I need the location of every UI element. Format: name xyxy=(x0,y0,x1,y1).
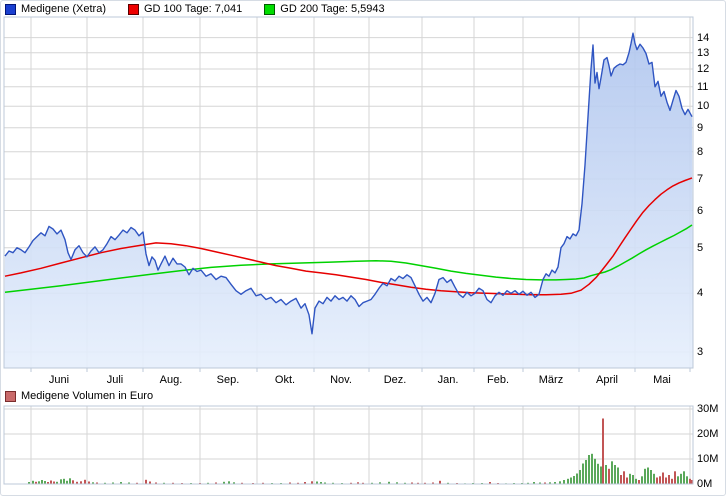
x-axis-label-month: Feb. xyxy=(486,374,509,386)
x-axis-label-month: April xyxy=(595,374,618,386)
x-axis-label-month: Juli xyxy=(106,374,124,386)
legend-item-volume: Medigene Volumen in Euro xyxy=(5,390,153,402)
y-axis-label-price: 4 xyxy=(697,287,704,300)
x-axis-label-month: Juni xyxy=(48,374,70,386)
y-axis-label-volume: 0M xyxy=(697,478,713,490)
volume-series-swatch xyxy=(5,390,16,402)
legend-item-gd200: GD 200 Tage: 5,5943 xyxy=(264,3,385,15)
y-axis-label-price: 14 xyxy=(697,31,710,44)
y-axis-label-price: 8 xyxy=(697,145,704,158)
y-axis-label-volume: 10M xyxy=(697,453,719,465)
x-axis-label-month: Jan. xyxy=(437,374,459,386)
y-axis-label-price: 12 xyxy=(697,63,710,76)
legend-item-gd100: GD 100 Tage: 7,041 xyxy=(128,3,242,15)
legend-item-price: Medigene (Xetra) xyxy=(5,3,106,15)
gd200-series-swatch xyxy=(264,3,276,15)
y-axis-label-price: 10 xyxy=(697,100,710,113)
y-axis-label-volume: 30M xyxy=(697,403,719,415)
x-axis-label-month: Aug. xyxy=(159,374,183,386)
y-axis-label-price: 7 xyxy=(697,173,704,186)
x-axis-label-month: Dez. xyxy=(383,374,407,386)
legend-label-gd200: GD 200 Tage: 5,5943 xyxy=(280,3,385,15)
y-axis-label-price: 13 xyxy=(697,46,710,59)
y-axis-label-price: 11 xyxy=(697,80,709,93)
gd100-series-swatch xyxy=(128,3,139,15)
legend-label-volume: Medigene Volumen in Euro xyxy=(21,390,154,402)
y-axis-label-price: 9 xyxy=(697,121,704,134)
x-axis-label-month: Nov. xyxy=(330,374,352,386)
x-axis-label-month: März xyxy=(538,374,564,386)
y-axis-label-price: 5 xyxy=(697,241,704,254)
y-axis-label-price: 6 xyxy=(697,204,704,217)
price-series-swatch xyxy=(5,3,16,15)
legend-label-price: Medigene (Xetra) xyxy=(21,3,106,15)
volume-chart-legend: Medigene Volumen in Euro xyxy=(5,390,175,402)
x-axis-label-month: Sep. xyxy=(216,374,240,386)
x-axis-label-month: Okt. xyxy=(274,374,296,386)
y-axis-label-volume: 20M xyxy=(697,428,719,440)
price-chart-legend: Medigene (Xetra) GD 100 Tage: 7,041 GD 2… xyxy=(5,3,407,15)
legend-label-gd100: GD 100 Tage: 7,041 xyxy=(144,3,243,15)
y-axis-label-price: 3 xyxy=(697,346,704,358)
x-axis-label-month: Mai xyxy=(653,374,671,386)
